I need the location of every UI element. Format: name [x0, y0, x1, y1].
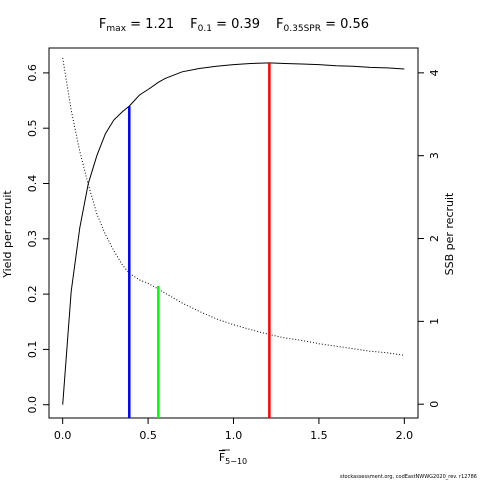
title-value: = 1.21	[126, 17, 174, 32]
x-axis: 0.0 0.5 1.0 1.5 2.0	[54, 417, 414, 442]
title-subscript: 0.35SPR	[284, 24, 321, 34]
x-axis-symbol: F	[219, 451, 225, 464]
y-axis-right: 0 1 2 3 4	[418, 69, 441, 408]
footer-credit: stockassessment.org, codEastNWWG2020_rev…	[340, 474, 477, 480]
reference-lines	[128, 62, 271, 418]
title-symbol: F	[190, 17, 197, 32]
x-tick-label: 1.0	[225, 429, 243, 442]
title-subscript: max	[106, 24, 126, 34]
x-axis-title: F5−10	[219, 449, 247, 466]
yield-per-recruit-line	[62, 62, 405, 405]
y-right-tick-label: 0	[428, 401, 441, 408]
title-symbol: F	[99, 17, 106, 32]
y-left-tick-label: 0.5	[26, 119, 39, 137]
x-tick-label: 2.0	[396, 429, 414, 442]
x-tick-label: 1.5	[310, 429, 328, 442]
y-axis-right-title: SSB per recruit	[443, 192, 456, 275]
y-left-tick-label: 0.1	[26, 341, 39, 359]
title-value: = 0.56	[321, 17, 369, 32]
y-right-tick-label: 2	[428, 235, 441, 242]
y-left-tick-label: 0.4	[26, 175, 39, 193]
y-axis-left: 0.0 0.1 0.2 0.3 0.4 0.5 0.6	[26, 64, 49, 413]
y-left-tick-label: 0.6	[26, 64, 39, 82]
chart-title-text: Fmax = 1.21 F0.1 = 0.39 F0.35SPR = 0.56	[99, 17, 369, 34]
y-left-tick-label: 0.3	[26, 230, 39, 248]
y-right-tick-label: 1	[428, 318, 441, 325]
x-axis-subscript: 5−10	[225, 457, 247, 466]
x-axis-title-text: F5−10	[219, 451, 247, 466]
y-left-tick-label: 0.0	[26, 396, 39, 414]
title-subscript: 0.1	[198, 24, 212, 34]
y-right-tick-label: 3	[428, 152, 441, 159]
chart-title: Fmax = 1.21 F0.1 = 0.39 F0.35SPR = 0.56	[99, 17, 369, 34]
y-right-tick-label: 4	[428, 69, 441, 76]
series-group	[62, 57, 405, 405]
title-value: = 0.39	[212, 17, 260, 32]
ssb-per-recruit-line	[62, 57, 405, 356]
y-left-tick-label: 0.2	[26, 285, 39, 303]
title-symbol: F	[276, 17, 283, 32]
y-axis-left-title: Yield per recruit	[1, 190, 14, 279]
x-tick-label: 0.0	[54, 429, 72, 442]
x-tick-label: 0.5	[139, 429, 157, 442]
